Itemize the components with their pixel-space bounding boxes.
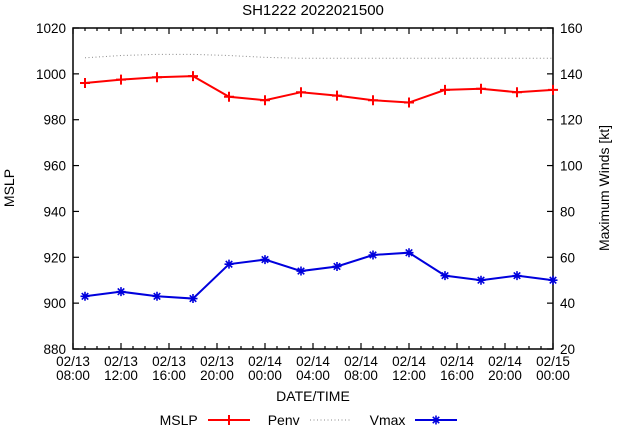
y-left-tick-label: 1020 xyxy=(36,21,66,36)
series-mslp-marker xyxy=(188,71,198,82)
x-tick-label-time: 12:00 xyxy=(104,368,138,383)
series-mslp-line xyxy=(84,75,554,104)
series-mslp-marker xyxy=(512,87,522,98)
y-left-tick-label: 940 xyxy=(43,204,66,219)
x-tick-label-time: 20:00 xyxy=(488,368,522,383)
chart-title: SH1222 2022021500 xyxy=(242,2,384,19)
y-left-tick-label: 920 xyxy=(43,250,66,265)
legend-item-penv: Penv xyxy=(268,412,354,428)
y-right-tick-label: 80 xyxy=(560,204,575,219)
x-tick-label-date: 02/15 xyxy=(536,354,570,369)
x-tick-label-time: 04:00 xyxy=(296,368,330,383)
x-tick-label-date: 02/13 xyxy=(200,354,234,369)
x-tick-label-date: 02/14 xyxy=(392,354,426,369)
x-tick-label-date: 02/13 xyxy=(104,354,138,369)
series-vmax-marker xyxy=(260,255,270,265)
x-tick-label-time: 16:00 xyxy=(152,368,186,383)
x-tick-label-time: 08:00 xyxy=(56,368,90,383)
legend-item-vmax: Vmax xyxy=(370,412,460,428)
series-penv-line xyxy=(84,53,553,59)
x-tick-label-time: 00:00 xyxy=(536,368,570,383)
series-vmax-marker xyxy=(116,287,126,297)
x-axis-label: DATE/TIME xyxy=(276,388,350,404)
series-vmax-marker xyxy=(332,261,342,271)
series-mslp-marker xyxy=(116,74,126,85)
y-left-tick-label: 1000 xyxy=(36,67,66,82)
x-tick-label-time: 12:00 xyxy=(392,368,426,383)
x-tick-label-date: 02/14 xyxy=(488,354,522,369)
series-mslp-marker xyxy=(80,78,90,89)
series-vmax-marker xyxy=(152,291,162,301)
legend: MSLP Penv Vmax xyxy=(0,409,619,431)
series-mslp-marker xyxy=(152,72,162,83)
y-left-tick-label: 960 xyxy=(43,159,66,174)
x-tick-label-date: 02/14 xyxy=(248,354,282,369)
y-right-tick-label: 120 xyxy=(560,113,583,128)
x-tick-label-time: 16:00 xyxy=(440,368,474,383)
legend-marker-sample xyxy=(223,415,234,425)
y-left-tick-label: 900 xyxy=(43,296,66,311)
series-vmax-marker xyxy=(512,271,522,281)
series-mslp-marker xyxy=(440,84,450,95)
series-mslp-marker xyxy=(476,83,486,94)
y-right-tick-label: 160 xyxy=(560,21,583,36)
x-tick-label-time: 00:00 xyxy=(248,368,282,383)
y-right-tick-label: 140 xyxy=(560,67,583,82)
x-tick-label-date: 02/13 xyxy=(152,354,186,369)
series-vmax-marker xyxy=(296,266,306,276)
x-tick-label-date: 02/14 xyxy=(344,354,378,369)
series-vmax-marker xyxy=(548,275,558,285)
series-vmax-marker xyxy=(404,248,414,258)
series-vmax-line xyxy=(84,251,554,300)
series-vmax-marker xyxy=(188,294,198,304)
x-tick-label-time: 20:00 xyxy=(200,368,234,383)
series-mslp-marker xyxy=(548,84,558,95)
x-tick-label-date: 02/14 xyxy=(296,354,330,369)
legend-swatch-vmax-line-icon xyxy=(415,415,458,425)
series-mslp-marker xyxy=(368,95,378,106)
series-mslp-marker xyxy=(404,97,414,108)
plot-border xyxy=(72,27,554,350)
x-tick-label-time: 08:00 xyxy=(344,368,378,383)
series-vmax-marker xyxy=(440,271,450,281)
legend-label-mslp: MSLP xyxy=(159,412,198,428)
legend-swatch-mslp-line-icon xyxy=(207,415,250,425)
series-mslp-marker xyxy=(260,95,270,106)
series-mslp-marker xyxy=(224,91,234,102)
x-tick-label-date: 02/13 xyxy=(56,354,90,369)
legend-label-penv: Penv xyxy=(267,412,300,428)
legend-marker-sample xyxy=(431,415,441,425)
y-left-tick-label: 880 xyxy=(43,342,66,357)
y-left-tick-label: 980 xyxy=(43,113,66,128)
y-right-tick-label: 60 xyxy=(560,250,575,265)
series-vmax-marker xyxy=(476,275,486,285)
series-vmax-marker xyxy=(224,259,234,269)
legend-item-mslp: MSLP xyxy=(160,412,252,428)
legend-swatch-penv-line-icon xyxy=(309,419,352,421)
series-mslp-marker xyxy=(296,87,306,98)
y-right-tick-label: 100 xyxy=(560,159,583,174)
x-tick-label-date: 02/14 xyxy=(440,354,474,369)
series-vmax-marker xyxy=(80,291,90,301)
series-vmax-marker xyxy=(368,250,378,260)
legend-label-vmax: Vmax xyxy=(369,412,406,428)
y-right-tick-label: 40 xyxy=(560,296,575,311)
y-right-tick-label: 20 xyxy=(560,342,575,357)
series-mslp-marker xyxy=(332,90,342,101)
